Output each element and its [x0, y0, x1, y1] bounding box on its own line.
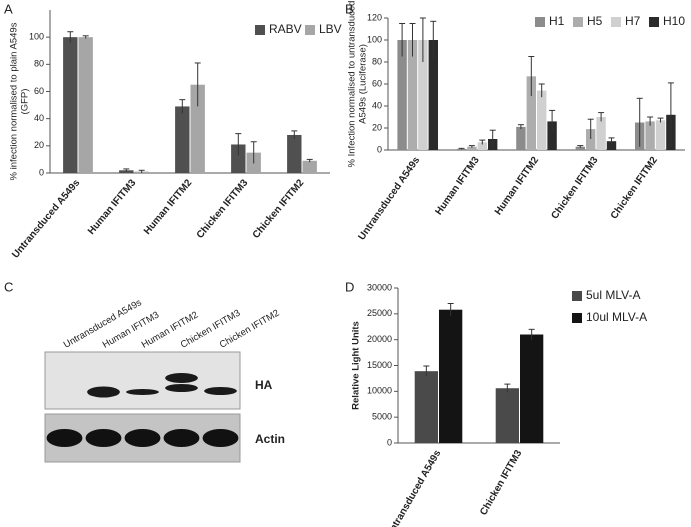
bar	[645, 121, 655, 150]
legend-label: H10	[663, 14, 685, 28]
legend-label: H1	[549, 14, 565, 28]
y-tick-label: 80	[34, 59, 44, 69]
bar	[418, 40, 428, 150]
x-tick-label: Untransduced A549s	[384, 448, 443, 527]
y-tick-label: 15000	[367, 360, 392, 370]
legend-swatch	[649, 17, 659, 27]
y-tick-label: 20	[34, 140, 44, 150]
y-tick-label: 25000	[367, 308, 392, 318]
legend-swatch	[573, 17, 583, 27]
legend-swatch	[611, 17, 621, 27]
y-tick-label: 40	[372, 100, 382, 110]
bar	[302, 160, 317, 173]
bar	[414, 371, 438, 443]
y-tick-label: 60	[372, 78, 382, 88]
bar	[477, 142, 487, 150]
bar	[190, 84, 205, 173]
x-tick-label: Human IFITM2	[493, 155, 541, 218]
bar	[575, 146, 586, 150]
y-tick-label: 20	[372, 122, 382, 132]
legend-label: 5ul MLV-A	[586, 288, 640, 302]
y-tick-label: 20000	[367, 334, 392, 344]
y-tick-label: 0	[377, 144, 382, 154]
x-tick-label: Human IFITM3	[86, 177, 139, 237]
panel-letter: D	[345, 279, 354, 294]
panel-letter: B	[345, 1, 354, 16]
x-tick-label: Chicken IFITM3	[549, 155, 600, 222]
x-tick-label: Chicken IFITM2	[609, 155, 660, 222]
bar	[428, 40, 438, 150]
band-label: HA	[255, 378, 273, 392]
x-tick-label: Untransduced A549s	[356, 155, 422, 243]
band-label: Actin	[255, 432, 285, 446]
bar	[586, 129, 596, 150]
bar	[526, 76, 536, 150]
y-tick-label: 0	[39, 167, 44, 177]
x-tick-label: Chicken IFITM3	[195, 177, 251, 241]
bar	[78, 37, 93, 173]
legend-swatch	[535, 17, 545, 27]
y-tick-label: 40	[34, 113, 44, 123]
y-tick-label: 80	[372, 56, 382, 66]
x-tick-label: Untransduced A549s	[10, 177, 82, 260]
blot-band	[163, 429, 200, 447]
blot-band	[165, 373, 198, 383]
blot-ha	[44, 351, 241, 410]
bar	[655, 120, 666, 150]
blot-band	[46, 429, 83, 447]
y-axis-title: A549s (Luciferase)	[358, 44, 369, 124]
blot-band	[87, 386, 120, 398]
y-tick-label: 0	[387, 437, 392, 447]
y-tick-label: 120	[367, 12, 382, 22]
blot-band	[124, 429, 161, 447]
y-tick-label: 100	[367, 34, 382, 44]
y-tick-label: 10000	[367, 386, 392, 396]
blot-band	[126, 389, 159, 395]
x-tick-label: Human IFITM2	[142, 177, 195, 237]
legend-label: H7	[625, 14, 641, 28]
bar	[596, 117, 606, 150]
legend-swatch	[572, 291, 582, 301]
bar	[439, 309, 463, 443]
bar	[467, 146, 477, 150]
panel-letter: C	[4, 279, 13, 294]
bar	[397, 40, 407, 150]
blot-band	[85, 429, 122, 447]
y-tick-label: 60	[34, 86, 44, 96]
y-tick-label: 5000	[372, 412, 392, 422]
legend-swatch	[572, 313, 582, 323]
y-axis-title: Relative Light Units	[351, 321, 362, 410]
legend-label: 10ul MLV-A	[586, 310, 647, 324]
bar	[547, 121, 557, 150]
y-tick-label: 30000	[367, 282, 392, 292]
bar	[231, 144, 246, 173]
legend-label: H5	[587, 14, 603, 28]
x-tick-label: Chicken IFITM3	[478, 448, 524, 517]
x-tick-label: Human IFITM3	[434, 155, 482, 218]
bar	[606, 141, 617, 150]
bar	[175, 106, 190, 173]
bar	[287, 134, 302, 173]
y-axis-title: (GFP)	[20, 89, 31, 115]
bar	[495, 388, 519, 443]
bar	[516, 126, 526, 150]
bar	[520, 334, 544, 443]
bar	[537, 90, 547, 150]
legend-label: LBV	[319, 22, 342, 36]
legend-swatch	[255, 25, 265, 35]
legend-swatch	[305, 25, 315, 35]
blot-band	[202, 429, 239, 447]
x-tick-label: Chicken IFITM2	[251, 177, 307, 241]
bar	[407, 40, 418, 150]
y-axis-title: % Infection normalised to untransduced	[347, 1, 358, 168]
blot-band	[165, 384, 198, 392]
y-tick-label: 100	[29, 32, 44, 42]
legend-label: RABV	[269, 22, 302, 36]
panel-letter: A	[4, 1, 13, 16]
y-axis-title: % infection normalised to plain A549s	[9, 22, 20, 180]
bar	[63, 37, 78, 173]
blot-band	[204, 387, 237, 395]
